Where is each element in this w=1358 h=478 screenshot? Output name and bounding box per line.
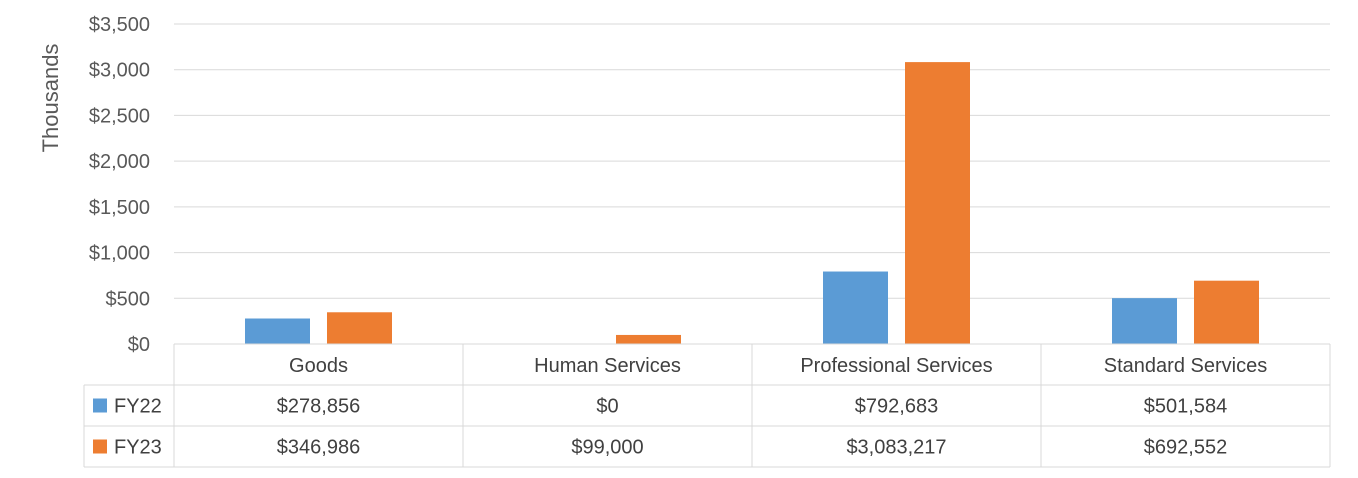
bars <box>245 62 1259 345</box>
table-cell-value: $346,986 <box>277 437 360 459</box>
bar-fy23-goods <box>327 312 392 344</box>
y-tick-label: $2,000 <box>89 151 150 173</box>
y-tick-label: $3,000 <box>89 60 150 82</box>
bar-fy23-human-services <box>616 334 681 344</box>
gridlines <box>174 23 1330 345</box>
category-label: Human Services <box>534 355 681 377</box>
y-tick-label: $0 <box>128 334 150 356</box>
category-label: Standard Services <box>1104 355 1267 377</box>
legend-swatch-fy23 <box>93 439 107 454</box>
bar-fy22-standard-services <box>1112 298 1177 344</box>
y-tick-label: $500 <box>106 288 151 310</box>
y-tick-label: $3,500 <box>89 14 150 36</box>
table-cell-value: $3,083,217 <box>846 437 946 459</box>
bar-fy23-standard-services <box>1194 280 1259 344</box>
table-cell-value: $278,856 <box>277 396 360 418</box>
y-axis-ticks: $0 $500 $1,000 $1,500 $2,000 $2,500 $3,000 $3,5… <box>89 14 150 356</box>
category-label: Goods <box>289 355 348 377</box>
y-tick-label: $1,500 <box>89 197 150 219</box>
legend-label: FY23 <box>114 437 162 459</box>
bar-fy23-professional-services <box>905 62 970 345</box>
category-label: Professional Services <box>800 355 992 377</box>
legend-label: FY22 <box>114 396 162 418</box>
bar-fy22-professional-services <box>823 271 888 344</box>
table-cell-value: $501,584 <box>1144 396 1227 418</box>
legend-swatch-fy22 <box>93 398 107 413</box>
table-cell-value: $692,552 <box>1144 437 1227 459</box>
y-tick-label: $1,000 <box>89 243 150 265</box>
table-cell-value: $0 <box>596 396 618 418</box>
y-tick-label: $2,500 <box>89 105 150 127</box>
bar-fy22-goods <box>245 318 310 344</box>
table-cell-value: $792,683 <box>855 396 938 418</box>
y-axis-label: Thousands <box>38 44 63 153</box>
data-table: Goods Human Services Professional Services… <box>83 343 1331 468</box>
table-cell-value: $99,000 <box>571 437 643 459</box>
